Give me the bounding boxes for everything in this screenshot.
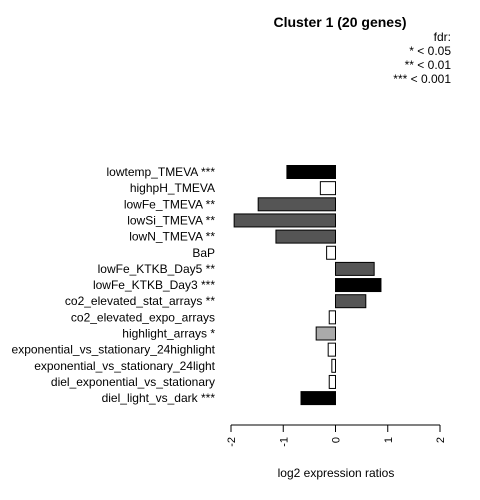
category-label: lowFe_KTKB_Day3 ***: [93, 278, 215, 292]
bar: [275, 229, 336, 244]
category-label: lowSi_TMEVA **: [127, 213, 215, 227]
bar: [233, 213, 336, 228]
legend-entry: *** < 0.001: [393, 72, 451, 86]
x-axis-label: log2 expression ratios: [278, 466, 395, 480]
bar: [319, 181, 337, 196]
bar: [328, 374, 337, 389]
category-label: lowN_TMEVA **: [129, 230, 215, 244]
bar: [331, 358, 336, 373]
bars-group: [233, 165, 382, 406]
chart-title: Cluster 1 (20 genes): [273, 14, 406, 30]
x-tick-label: 0: [331, 437, 343, 443]
bar: [286, 165, 336, 179]
category-label: lowtemp_TMEVA ***: [107, 165, 216, 179]
category-label: lowFe_TMEVA **: [124, 197, 215, 211]
category-label: co2_elevated_expo_arrays: [71, 310, 215, 324]
category-label: highpH_TMEVA: [130, 181, 215, 195]
bar: [300, 391, 337, 406]
bar: [335, 261, 375, 276]
bar: [315, 326, 337, 341]
legend-title: fdr:: [434, 30, 451, 44]
bar: [327, 342, 336, 357]
bar: [257, 197, 337, 212]
legend-entry: * < 0.05: [409, 44, 451, 58]
category-label: highlight_arrays *: [122, 327, 215, 341]
category-label: diel_light_vs_dark ***: [102, 391, 216, 405]
legend-entry: ** < 0.01: [405, 58, 452, 72]
category-label: lowFe_KTKB_Day5 **: [98, 262, 216, 276]
bar: [335, 294, 367, 309]
category-labels-group: lowtemp_TMEVA *** highpH_TMEVA lowFe_TMEVA…: [12, 165, 216, 405]
category-label: exponential_vs_stationary_24light: [34, 359, 215, 373]
x-axis: -2 -1 0 1 2: [226, 424, 447, 447]
category-label: BaP: [192, 246, 215, 260]
x-tick-label: 1: [383, 437, 395, 443]
bar: [335, 278, 382, 293]
bar: [328, 310, 337, 325]
bar: [326, 245, 336, 260]
category-label: diel_exponential_vs_stationary: [51, 375, 215, 389]
x-tick-label: 2: [435, 437, 447, 443]
category-label: co2_elevated_stat_arrays **: [65, 294, 215, 308]
x-tick-label: -2: [226, 437, 238, 447]
x-tick-label: -1: [278, 437, 290, 447]
category-label: exponential_vs_stationary_24highlight: [12, 343, 216, 357]
